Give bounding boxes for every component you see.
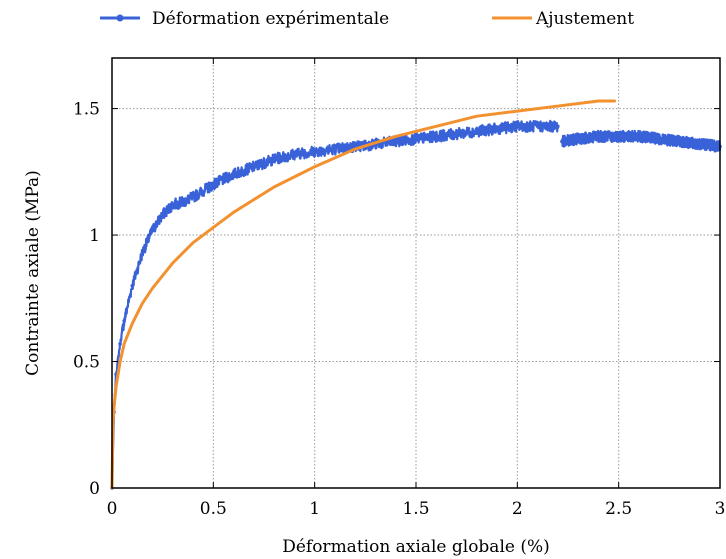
data-point — [118, 342, 122, 346]
data-point — [637, 134, 641, 139]
data-point — [535, 124, 540, 129]
data-point — [414, 137, 418, 141]
legend-marker — [116, 14, 124, 22]
data-point — [657, 137, 661, 141]
legend: Déformation expérimentale Ajustement — [100, 9, 634, 29]
y-tick-label: 0 — [89, 479, 100, 499]
data-point — [130, 283, 135, 288]
y-tick-label: 1 — [89, 226, 100, 246]
data-point — [160, 213, 165, 217]
x-tick-label: 2 — [512, 499, 523, 519]
data-point — [191, 195, 195, 199]
x-tick-label: 1.5 — [402, 499, 429, 519]
data-point — [495, 127, 499, 131]
x-axis-label: Déformation axiale globale (%) — [282, 537, 550, 557]
data-point — [252, 164, 256, 169]
data-point — [393, 139, 398, 144]
legend-item: Ajustement — [492, 9, 634, 29]
legend-label: Ajustement — [535, 9, 634, 29]
grid — [112, 58, 720, 488]
series-line — [110, 99, 617, 490]
x-tick-label: 2.5 — [605, 499, 632, 519]
data-point — [616, 134, 621, 139]
data-point — [677, 139, 682, 144]
data-point — [272, 157, 276, 161]
y-axis-label: Contrainte axiale (MPa) — [23, 170, 43, 376]
series-line — [560, 129, 722, 153]
data-point — [556, 124, 560, 129]
data-point — [231, 172, 236, 177]
data-point — [171, 202, 175, 207]
y-tick-label: 1.5 — [73, 100, 100, 120]
data-point — [181, 200, 185, 204]
data-point — [434, 134, 439, 139]
data-point — [454, 132, 459, 136]
series-line — [110, 119, 559, 488]
x-tick-label: 0 — [107, 499, 118, 519]
data-point — [515, 124, 520, 129]
series-fit — [110, 99, 617, 490]
data-point — [292, 152, 297, 156]
data-point — [312, 149, 317, 154]
data-point — [333, 147, 337, 151]
x-tick-label: 3 — [715, 499, 726, 519]
x-tick-label: 0.5 — [200, 499, 227, 519]
series-layer — [110, 99, 722, 490]
data-point — [560, 139, 564, 144]
data-point — [697, 142, 702, 146]
y-tick-label: 0.5 — [73, 353, 100, 373]
data-point — [211, 182, 216, 187]
data-point — [596, 134, 601, 139]
x-tick-label: 1 — [309, 499, 320, 519]
series-experimental — [110, 119, 722, 490]
legend-item: Déformation expérimentale — [100, 9, 389, 29]
data-point — [122, 319, 126, 323]
data-point — [576, 137, 580, 141]
data-point — [150, 228, 155, 232]
legend-label: Déformation expérimentale — [152, 9, 389, 29]
ticks: 0 0.5 1 1.5 2 2.5 3 0 0.5 1 1.5 — [73, 58, 725, 519]
data-point — [475, 129, 479, 134]
data-point — [140, 250, 145, 255]
